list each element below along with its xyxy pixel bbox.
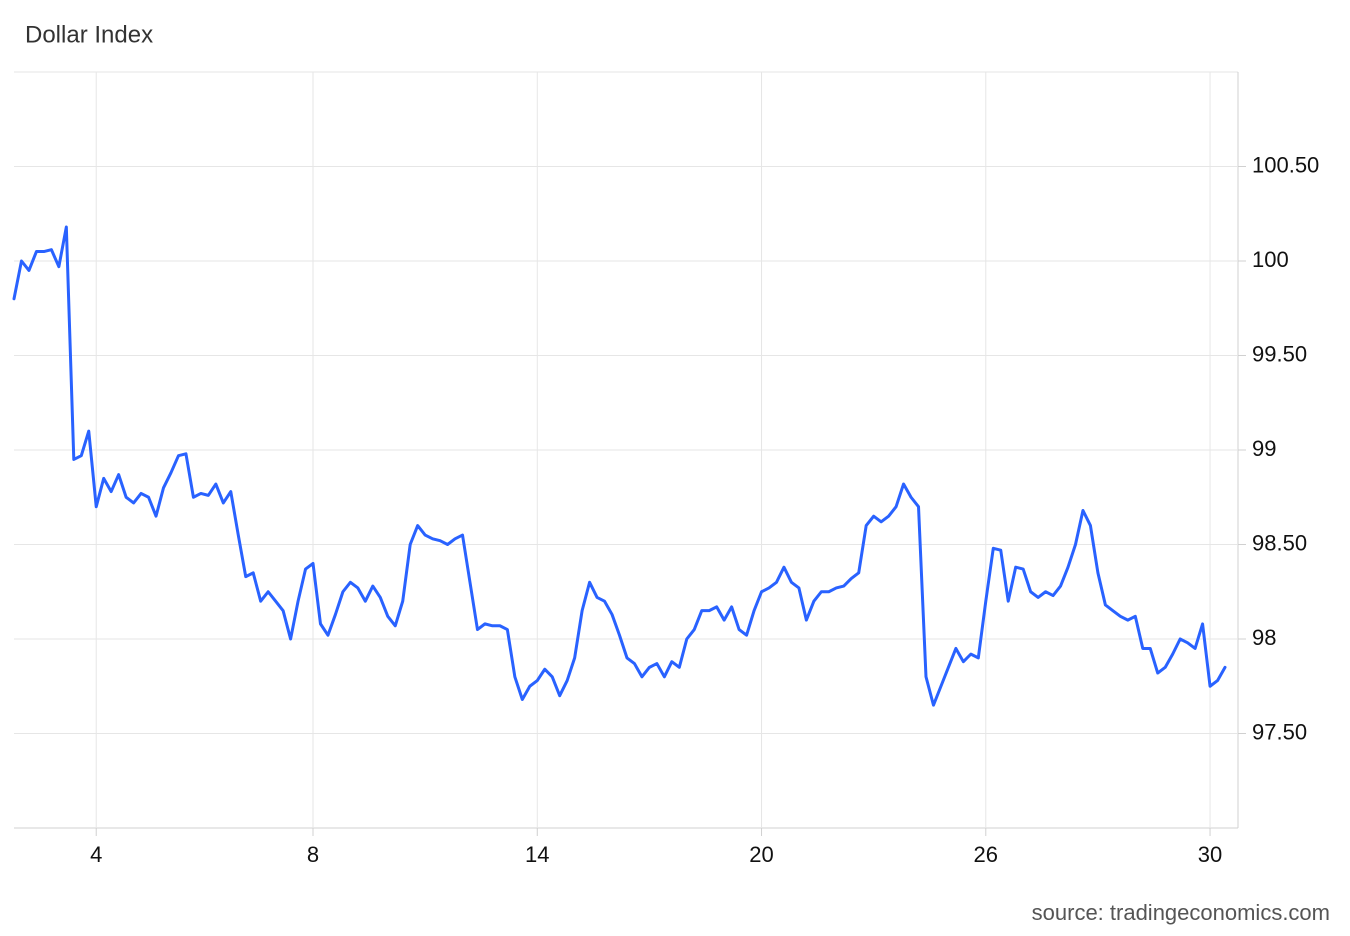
y-tick-label: 99 xyxy=(1252,436,1276,461)
y-tick-label: 98.50 xyxy=(1252,530,1307,555)
chart-title: Dollar Index xyxy=(25,21,153,48)
y-tick-label: 100.50 xyxy=(1252,152,1319,177)
x-tick-label: 30 xyxy=(1198,842,1222,867)
y-tick-label: 100 xyxy=(1252,247,1289,272)
x-tick-label: 20 xyxy=(749,842,773,867)
x-tick-label: 26 xyxy=(974,842,998,867)
source: source: tradingeconomics.com xyxy=(1032,900,1330,925)
y-tick-label: 98 xyxy=(1252,625,1276,650)
y-tick-label: 99.50 xyxy=(1252,341,1307,366)
x-tick-label: 14 xyxy=(525,842,549,867)
x-tick-label: 4 xyxy=(90,842,102,867)
x-tick-label: 8 xyxy=(307,842,319,867)
y-tick-label: 97.50 xyxy=(1252,719,1307,744)
line-series xyxy=(12,225,1227,707)
